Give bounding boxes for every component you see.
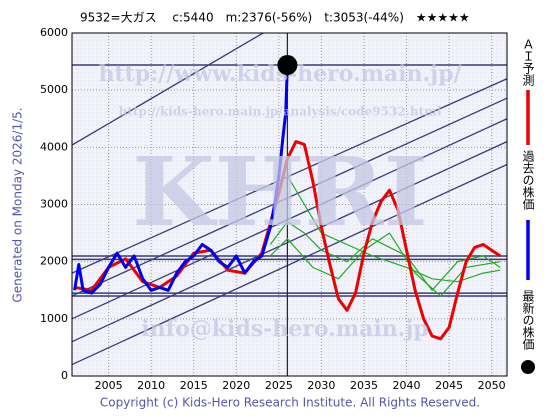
- legend-label: 過去の株価: [521, 150, 535, 210]
- plot-frame: [71, 32, 508, 377]
- x-tick-label: 2015: [180, 379, 208, 392]
- x-tick-label: 2010: [137, 379, 165, 392]
- y-tick-label: 1000: [40, 312, 68, 325]
- x-tick-label: 2040: [393, 379, 421, 392]
- watermark: http://kids-hero.main.jp/analysis/code95…: [119, 105, 442, 119]
- legend-label: 最新の株価: [521, 290, 535, 350]
- trend-line: [72, 118, 507, 320]
- watermark: info@kids-hero.main.jp: [141, 316, 428, 342]
- forecast-band-line: [269, 232, 501, 297]
- latest-price-dot: [277, 55, 298, 76]
- legend-swatch: [521, 360, 535, 374]
- y-tick-label: 6000: [40, 26, 68, 39]
- x-tick-label: 2045: [435, 379, 463, 392]
- series-line: [73, 64, 289, 295]
- chart-title: 9532=大ガス c:5440 m:2376(-56%) t:3053(-44%…: [80, 11, 470, 25]
- y-tick-label: 3000: [40, 198, 68, 211]
- trend-line: [72, 97, 507, 297]
- x-tick-label: 2005: [95, 379, 123, 392]
- x-tick-label: 2050: [478, 379, 506, 392]
- x-tick-label: 2020: [222, 379, 250, 392]
- y-tick-label: 0: [61, 369, 68, 382]
- y-tick-label: 2000: [40, 255, 68, 268]
- legend-label: ＡＩ予測: [521, 38, 535, 87]
- footer: Copyright (c) Kids-Hero Research Institu…: [100, 396, 480, 410]
- x-tick-label: 2035: [350, 379, 378, 392]
- series-line: [74, 140, 502, 341]
- trend-line: [72, 33, 265, 146]
- trend-line: [72, 163, 507, 366]
- y-tick-label: 4000: [40, 140, 68, 153]
- trend-line: [72, 78, 507, 274]
- watermark: KHRI: [132, 137, 428, 248]
- x-tick-label: 2030: [307, 379, 335, 392]
- side-text: Generated on Monday 2026/1/5.: [11, 107, 25, 302]
- y-tick-label: 5000: [40, 83, 68, 96]
- x-tick-label: 2025: [265, 379, 293, 392]
- forecast-band-line: [286, 175, 501, 283]
